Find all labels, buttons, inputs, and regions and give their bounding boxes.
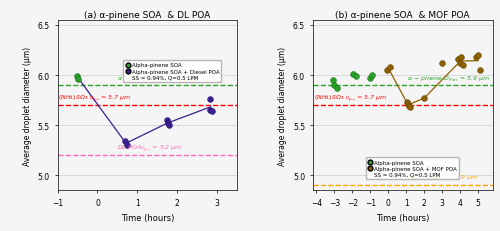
Point — [420, 97, 428, 100]
Legend: Alpha-pinene SOA, Alpha-pinene SOA + MOF POA, SS = 0.94%, Q=0.5 LPM: Alpha-pinene SOA, Alpha-pinene SOA + MOF… — [366, 158, 459, 179]
Legend: Alpha-pinene SOA, Alpha-pinene SOA + Diesel POA, SS = 0.94%, Q=0.5 LPM: Alpha-pinene SOA, Alpha-pinene SOA + Die… — [123, 61, 222, 82]
Title: (a) α-pinene SOA  & DL POA: (a) α-pinene SOA & DL POA — [84, 11, 210, 20]
Point — [164, 124, 172, 128]
X-axis label: Time (hours): Time (hours) — [120, 213, 174, 222]
Point — [122, 140, 130, 143]
Point — [403, 101, 411, 105]
Point — [328, 79, 336, 82]
Point — [456, 62, 464, 66]
Text: α − pinene $D_{p_{wet}}$ = 5.9 μm: α − pinene $D_{p_{wet}}$ = 5.9 μm — [407, 74, 490, 84]
Point — [74, 78, 82, 82]
Point — [349, 73, 357, 76]
Y-axis label: Average droplet diameter (μm): Average droplet diameter (μm) — [278, 46, 287, 165]
Point — [206, 98, 214, 102]
Y-axis label: Average droplet diameter (μm): Average droplet diameter (μm) — [23, 46, 32, 165]
Point — [208, 110, 216, 113]
Point — [384, 69, 392, 73]
Point — [454, 58, 462, 62]
Point — [404, 103, 412, 106]
Point — [386, 66, 394, 70]
Text: $MOF\ POA_{D_{p_{wet}}}$ = 4.9 μm: $MOF\ POA_{D_{p_{wet}}}$ = 4.9 μm — [407, 173, 478, 184]
X-axis label: Time (hours): Time (hours) — [376, 213, 430, 222]
Text: α − pinene $D_{p_{wet}}$ = 5.9 μm: α − pinene $D_{p_{wet}}$ = 5.9 μm — [118, 74, 200, 84]
Point — [330, 84, 338, 88]
Point — [366, 77, 374, 81]
Point — [122, 144, 130, 147]
Point — [74, 75, 82, 79]
Point — [406, 106, 414, 109]
Point — [438, 62, 446, 66]
Text: $DL\ POA_{D_{p_{wet}}}$ = 5.2 μm: $DL\ POA_{D_{p_{wet}}}$ = 5.2 μm — [118, 143, 183, 154]
Point — [457, 56, 465, 60]
Point — [405, 105, 413, 109]
Point — [472, 56, 480, 60]
Point — [352, 75, 360, 79]
Title: (b) α-pinene SOA  & MOF POA: (b) α-pinene SOA & MOF POA — [336, 11, 470, 20]
Point — [460, 64, 468, 68]
Point — [164, 122, 172, 125]
Text: $(NH_4)SO_4$ $_{D_{p_{wet}}}$ = 5.7 μm: $(NH_4)SO_4$ $_{D_{p_{wet}}}$ = 5.7 μm — [314, 93, 387, 104]
Point — [333, 87, 341, 91]
Point — [163, 119, 171, 122]
Point — [206, 109, 214, 112]
Point — [476, 69, 484, 73]
Point — [474, 54, 482, 58]
Text: $(NH_4)SO_4$ $_{D_{p_{wet}}}$ = 5.7 μm: $(NH_4)SO_4$ $_{D_{p_{wet}}}$ = 5.7 μm — [58, 93, 132, 104]
Point — [368, 74, 376, 78]
